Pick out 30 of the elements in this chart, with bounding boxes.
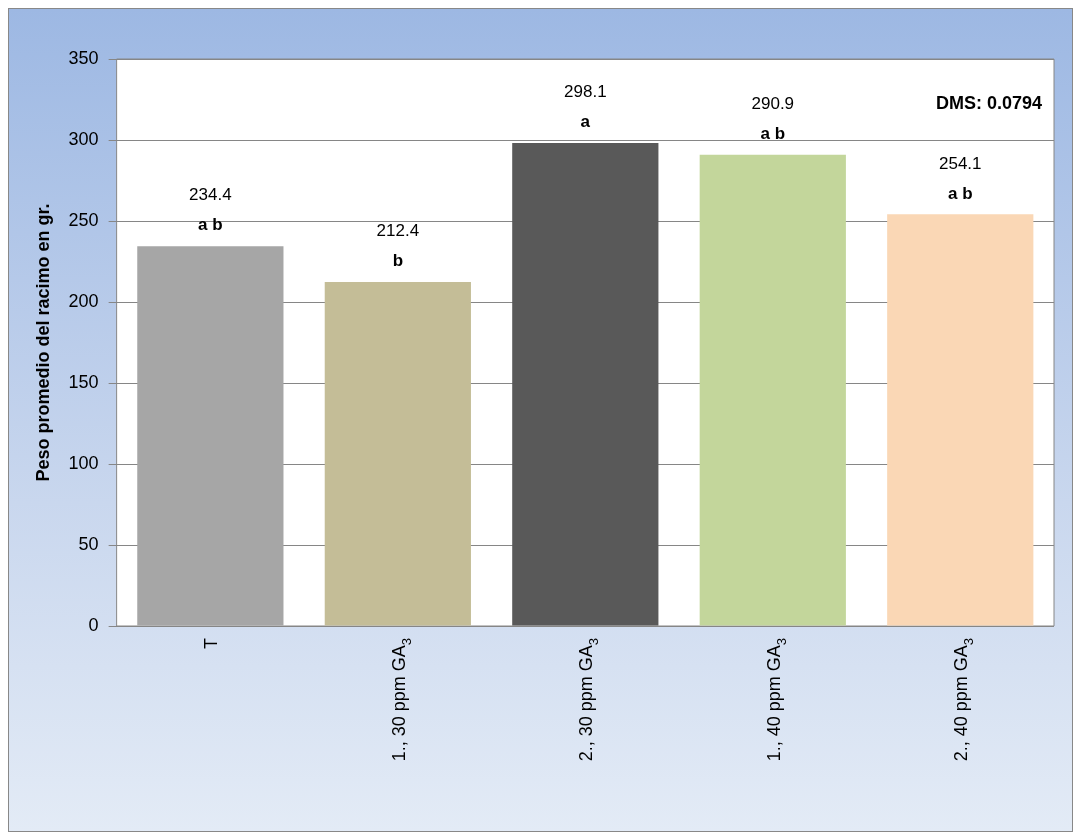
- x-tick-label: T: [201, 638, 222, 649]
- bar: [699, 154, 846, 626]
- annotation: b: [392, 251, 404, 271]
- annotation: DMS: 0.0794: [935, 92, 1042, 113]
- x-tick-label: 2., 40 ppm GA3: [951, 638, 977, 762]
- x-tick-label: 1., 30 ppm GA3: [388, 638, 414, 762]
- data-label: 234.4: [189, 185, 232, 205]
- y-axis-title: Peso promedio del racimo en gr.: [32, 203, 53, 482]
- annotation: a b: [947, 183, 973, 203]
- annotation: a b: [760, 123, 786, 143]
- bar: [512, 143, 659, 626]
- y-tick-label: 0: [88, 614, 99, 635]
- y-tick-label: 150: [68, 371, 99, 392]
- data-label: 212.4: [376, 221, 420, 241]
- annotation: a: [580, 112, 591, 132]
- y-tick-label: 50: [78, 533, 99, 554]
- y-tick-label: 350: [68, 47, 99, 68]
- bar: [324, 281, 471, 626]
- data-label: 254.1: [938, 153, 982, 173]
- bar: [887, 214, 1034, 626]
- x-tick-label: 2., 30 ppm GA3: [576, 638, 602, 762]
- y-tick-label: 250: [68, 209, 99, 230]
- y-tick-label: 300: [68, 128, 99, 149]
- annotation: a b: [198, 215, 223, 235]
- y-tick-label: 200: [68, 290, 99, 311]
- x-tick-label: 1., 40 ppm GA3: [763, 638, 789, 762]
- data-label: 290.9: [751, 93, 795, 113]
- data-label: 298.1: [564, 82, 607, 102]
- bar: [137, 246, 284, 626]
- y-tick-label: 100: [68, 452, 99, 473]
